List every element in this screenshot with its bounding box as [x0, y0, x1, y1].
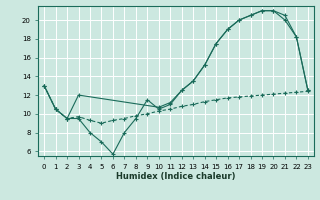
- X-axis label: Humidex (Indice chaleur): Humidex (Indice chaleur): [116, 172, 236, 181]
